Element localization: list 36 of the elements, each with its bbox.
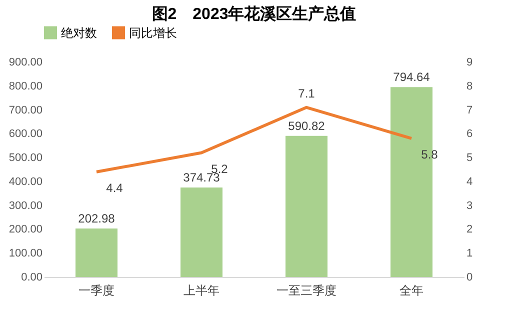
y-tick-label: 600.00 (8, 128, 42, 140)
y-tick-label: 400.00 (8, 176, 42, 188)
bar (76, 228, 118, 277)
y-tick-label: 900.00 (8, 56, 42, 68)
y2-tick-label: 7 (466, 104, 473, 116)
data-label: 7.1 (298, 86, 316, 100)
y-tick-label: 0.00 (21, 272, 42, 284)
legend-label: 绝对数 (61, 26, 97, 40)
chart-title: 图2 2023年花溪区生产总值 (152, 5, 356, 23)
x-tick-label: 一季度 (78, 284, 114, 298)
y-tick-label: 700.00 (8, 104, 42, 116)
data-label: 794.64 (393, 70, 430, 84)
bar (180, 187, 222, 277)
line-series (95, 106, 413, 174)
y2-tick-label: 5 (466, 152, 473, 164)
y2-tick-label: 4 (466, 176, 473, 188)
y2-tick-label: 0 (466, 272, 473, 284)
y2-tick-label: 8 (466, 80, 473, 92)
data-label: 4.4 (106, 180, 124, 195)
y-tick-label: 100.00 (8, 248, 42, 260)
y2-tick-label: 9 (466, 56, 473, 68)
data-label: 590.82 (288, 118, 326, 133)
y-tick-label: 800.00 (8, 80, 42, 92)
y2-tick-label: 2 (466, 224, 473, 236)
x-tick-label: 全年 (400, 284, 424, 298)
y2-tick-label: 1 (466, 248, 473, 260)
legend-label: 同比增长 (129, 26, 177, 40)
y-tick-label: 200.00 (8, 224, 42, 236)
y2-tick-label: 6 (466, 128, 473, 140)
y-tick-label: 300.00 (8, 200, 42, 212)
x-tick-label: 一至三季度 (276, 284, 336, 298)
y2-tick-label: 3 (466, 200, 473, 212)
data-label: 202.98 (78, 212, 116, 226)
x-tick-label: 上半年 (184, 284, 220, 298)
y-tick-label: 500.00 (8, 152, 42, 164)
bar (286, 136, 328, 277)
